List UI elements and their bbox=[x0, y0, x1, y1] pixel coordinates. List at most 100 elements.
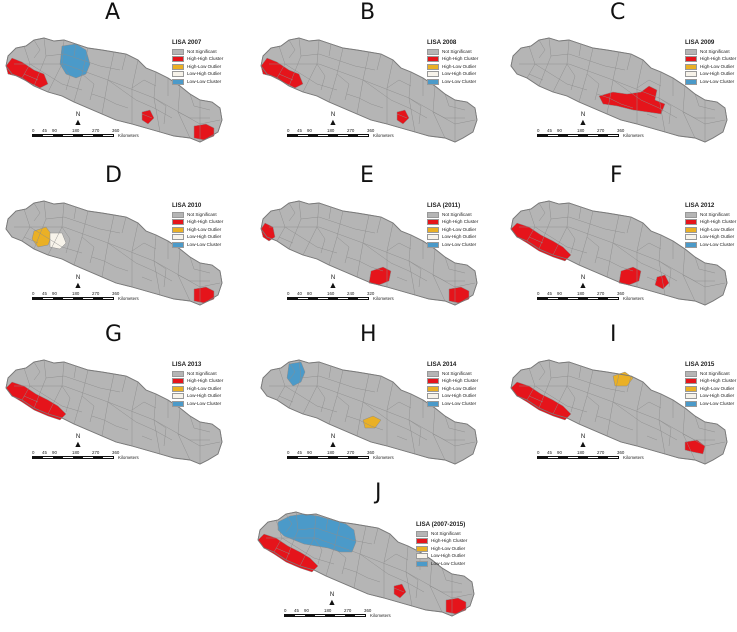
district-boundary bbox=[141, 113, 153, 119]
district-boundary bbox=[408, 419, 422, 447]
district-boundary bbox=[288, 202, 296, 222]
legend-row: High-High Cluster bbox=[427, 56, 478, 64]
district-boundary bbox=[550, 375, 626, 393]
legend-swatch bbox=[427, 393, 439, 400]
legend-swatch bbox=[427, 385, 439, 392]
legend-swatch bbox=[427, 56, 439, 63]
district-boundary bbox=[362, 242, 428, 282]
scale-tick-label: 90 bbox=[52, 450, 57, 455]
legend-row: Not Significant bbox=[685, 370, 736, 378]
legend-label: High-Low Outlier bbox=[187, 226, 222, 232]
scale-tick-label: 90 bbox=[304, 608, 309, 613]
scale-unit-label: Kilometers bbox=[623, 455, 644, 460]
scale-tick-label: 160 bbox=[327, 291, 335, 296]
district-ll-region bbox=[59, 43, 91, 79]
map-legend: LISA 2014 Not Significant High-High Cluste… bbox=[427, 361, 478, 408]
scale-tick-label: 360 bbox=[617, 291, 625, 296]
north-label: N bbox=[580, 112, 586, 118]
north-label: N bbox=[580, 275, 586, 281]
district-hh-region bbox=[445, 597, 467, 615]
district-boundary bbox=[386, 79, 412, 89]
district-boundary bbox=[646, 276, 658, 282]
scale-bar-segments bbox=[284, 614, 366, 617]
scale-tick-label: 180 bbox=[72, 128, 80, 133]
scale-tick-label: 0 bbox=[287, 450, 290, 455]
legend-title: LISA (2011) bbox=[427, 202, 461, 209]
scale-tick-label: 360 bbox=[364, 608, 372, 613]
legend-row: Not Significant bbox=[172, 370, 223, 378]
district-boundary bbox=[444, 256, 466, 274]
north-label: N bbox=[75, 275, 81, 281]
district-boundary bbox=[658, 97, 672, 125]
scale-tick-label: 0 bbox=[284, 608, 287, 613]
panel-b: B LISA 2008 Not Significant High-High Clust… bbox=[255, 0, 500, 150]
district-hh-region bbox=[193, 123, 215, 141]
scale-unit-label: Kilometers bbox=[370, 613, 391, 618]
legend-row: Not Significant bbox=[427, 211, 478, 219]
district-boundary bbox=[376, 375, 382, 393]
legend-row: Not Significant bbox=[172, 48, 223, 56]
north-arrow-icon: N ▲ bbox=[328, 112, 338, 127]
legend-swatch bbox=[172, 48, 184, 55]
district-boundary bbox=[636, 79, 662, 89]
legend-swatch bbox=[427, 48, 439, 55]
district-boundary bbox=[333, 547, 347, 575]
district-boundary bbox=[528, 73, 544, 81]
district-boundary bbox=[396, 435, 408, 441]
district-hh-region bbox=[448, 286, 470, 304]
district-boundary bbox=[29, 226, 83, 254]
scale-tick-label: 180 bbox=[324, 608, 332, 613]
district-boundary bbox=[405, 571, 419, 599]
legend-swatch bbox=[427, 241, 439, 248]
map-legend: LISA 2007 Not Significant High-High Cluste… bbox=[172, 39, 223, 86]
country-border bbox=[5, 37, 223, 143]
district-boundary bbox=[534, 226, 588, 254]
district-boundary bbox=[578, 206, 582, 220]
scale-unit-label: Kilometers bbox=[118, 296, 139, 301]
district-boundary bbox=[596, 415, 634, 431]
legend-title: LISA 2009 bbox=[685, 39, 715, 46]
legend-row: Not Significant bbox=[685, 48, 736, 56]
district-boundary bbox=[61, 63, 71, 91]
north-label: N bbox=[75, 112, 81, 118]
scale-tick-label: 90 bbox=[557, 450, 562, 455]
district-hh-region bbox=[368, 266, 392, 286]
legend-row: High-High Cluster bbox=[172, 378, 223, 386]
district-boundary bbox=[284, 385, 338, 413]
district-boundary bbox=[131, 79, 157, 89]
district-boundary bbox=[612, 242, 678, 282]
scale-tick-label: 45 bbox=[297, 128, 302, 133]
district-boundary bbox=[626, 375, 632, 393]
district-boundary bbox=[73, 206, 77, 220]
scale-tick-label: 90 bbox=[52, 128, 57, 133]
legend-label: Low-High Outlier bbox=[187, 71, 222, 77]
scale-tick-label: 360 bbox=[367, 450, 375, 455]
panel-f: F LISA 2012 Not Significant High-High Clust… bbox=[505, 163, 737, 313]
scale-unit-label: Kilometers bbox=[623, 133, 644, 138]
north-arrow-icon: N ▲ bbox=[578, 112, 588, 127]
district-hl-region bbox=[362, 415, 382, 429]
north-arrow-icon: N ▲ bbox=[578, 434, 588, 449]
scale-unit-label: Kilometers bbox=[118, 133, 139, 138]
north-label: N bbox=[329, 592, 335, 598]
panel-e: E LISA (2011) Not Significant High-High Clu… bbox=[255, 163, 500, 313]
legend-row: Low-High Outlier bbox=[172, 393, 223, 401]
map-legend: LISA 2008 Not Significant High-High Cluste… bbox=[427, 39, 478, 86]
district-boundary bbox=[519, 63, 726, 125]
district-boundary bbox=[578, 365, 582, 379]
scale-tick-label: 270 bbox=[92, 128, 100, 133]
district-boundary bbox=[538, 361, 546, 381]
district-boundary bbox=[278, 73, 294, 81]
legend-label: High-Low Outlier bbox=[442, 63, 477, 69]
district-hh-region bbox=[396, 109, 410, 125]
district-hh-region bbox=[618, 266, 642, 286]
legend-swatch bbox=[172, 385, 184, 392]
legend-label: Not Significant bbox=[187, 211, 217, 217]
legend-row: High-High Cluster bbox=[685, 219, 736, 227]
scale-tick-label: 45 bbox=[547, 450, 552, 455]
legend-label: Low-Low Cluster bbox=[187, 241, 222, 247]
district-boundary bbox=[325, 517, 329, 531]
scale-tick-label: 90 bbox=[52, 291, 57, 296]
district-boundary bbox=[596, 93, 634, 109]
district-boundary bbox=[528, 236, 544, 244]
